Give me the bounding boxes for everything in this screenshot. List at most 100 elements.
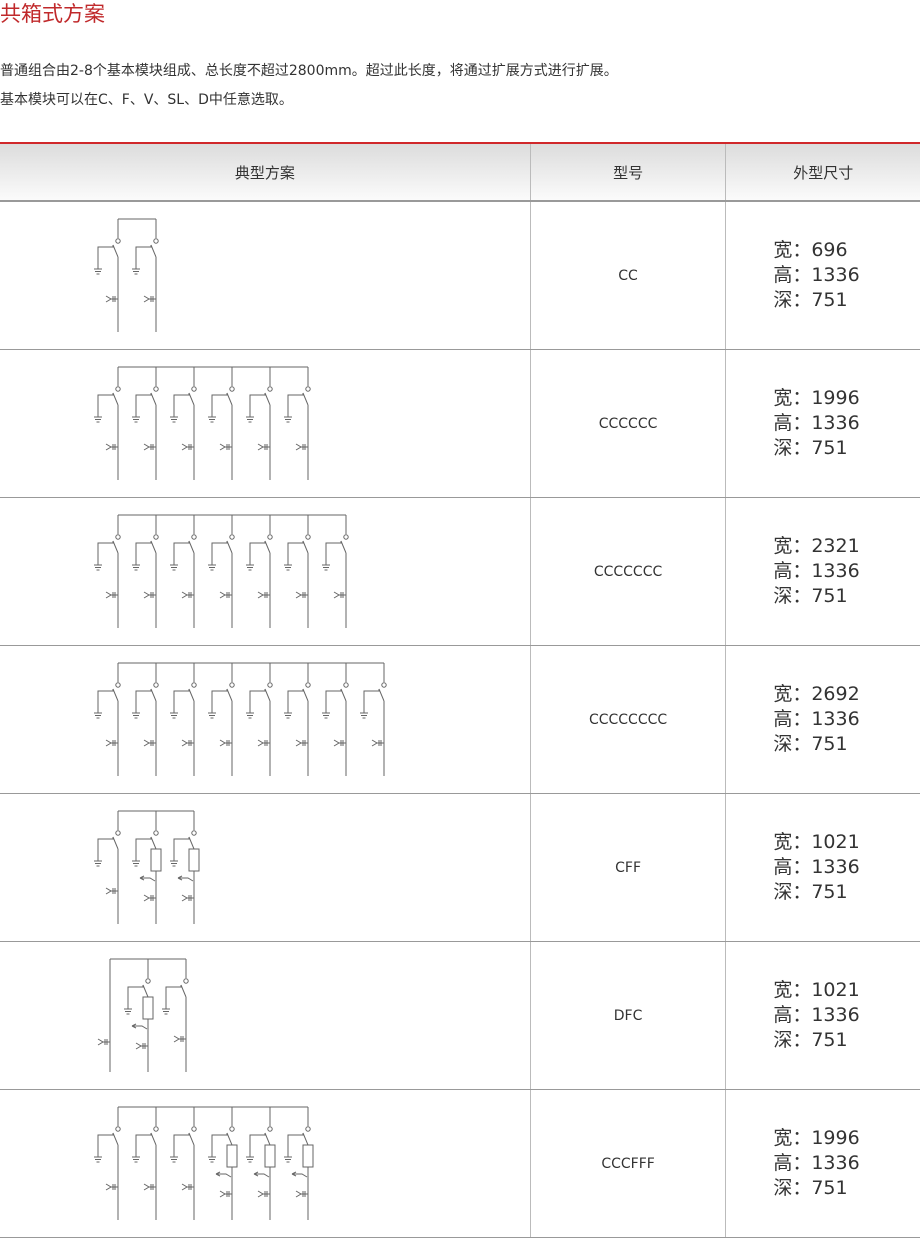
scheme-cell <box>0 942 531 1089</box>
dimensions-cell: 宽：2321 高：1336 深：751 <box>726 498 920 645</box>
cable-terminal-icon <box>295 1190 308 1198</box>
scheme-table: 典型方案 型号 外型尺寸 CC 宽：696 高：1336 深：751 CCCCCC 宽：1… <box>0 142 920 1238</box>
cable-terminal-icon <box>105 1183 118 1191</box>
dimensions-cell: 宽：1996 高：1336 深：751 <box>726 350 920 497</box>
earth-arrow-icon <box>215 1171 232 1178</box>
cable-terminal-icon <box>295 591 308 599</box>
dimension-depth: 深：751 <box>773 1176 920 1201</box>
ground-icon <box>246 1156 254 1163</box>
dimension-value: 1996 <box>811 1127 860 1149</box>
earth-switch <box>173 1133 190 1157</box>
switch-contact <box>153 238 159 244</box>
ground-icon <box>246 712 254 719</box>
switch-contact <box>115 386 121 392</box>
header-model: 型号 <box>531 144 727 200</box>
single-line-diagram <box>94 1106 314 1220</box>
earth-switch <box>211 689 228 713</box>
earth-switch <box>97 393 114 417</box>
ground-icon <box>132 564 140 571</box>
dimension-value: 1336 <box>811 264 860 286</box>
cable-terminal-icon <box>295 443 308 451</box>
scheme-cell <box>0 202 531 349</box>
single-line-diagram <box>94 810 200 924</box>
load-switch-blade <box>150 688 157 702</box>
cable-terminal-icon <box>143 739 156 747</box>
dimension-label: 宽： <box>773 535 812 557</box>
cable-terminal-icon <box>181 894 194 902</box>
switch-contact <box>115 682 121 688</box>
cable-terminal-icon <box>333 739 346 747</box>
cable-terminal-icon <box>371 739 384 747</box>
switch-contact <box>229 386 235 392</box>
switch-contact <box>229 1126 235 1132</box>
switch-contact <box>153 1126 159 1132</box>
model-cell: CCCCCCC <box>531 498 727 645</box>
ground-icon <box>284 564 292 571</box>
table-row: CCCFFF 宽：1996 高：1336 深：751 <box>0 1090 920 1238</box>
table-row: CCCCCC 宽：1996 高：1336 深：751 <box>0 350 920 498</box>
cable-terminal-icon <box>181 739 194 747</box>
switch-contact <box>153 386 159 392</box>
ground-icon <box>132 1156 140 1163</box>
ground-icon <box>284 712 292 719</box>
dimension-value: 1336 <box>811 708 860 730</box>
single-line-diagram <box>94 662 387 776</box>
switch-contact <box>153 534 159 540</box>
load-switch-blade <box>226 688 233 702</box>
switch-contact <box>191 534 197 540</box>
earth-switch <box>287 1133 304 1157</box>
switch-contact <box>343 534 349 540</box>
ground-icon <box>94 860 102 867</box>
earth-switch <box>135 1133 152 1157</box>
scheme-cell <box>0 1090 531 1237</box>
earth-switch <box>97 689 114 713</box>
single-line-diagram <box>94 514 349 628</box>
ground-icon <box>170 860 178 867</box>
single-line-diagram <box>94 218 159 332</box>
earth-switch <box>97 541 114 565</box>
load-switch-blade <box>142 984 149 998</box>
model-cell: CCCCCC <box>531 350 727 497</box>
load-switch-blade <box>264 392 271 406</box>
earth-switch <box>211 541 228 565</box>
cable-terminal-icon <box>143 894 156 902</box>
ground-icon <box>132 712 140 719</box>
ground-icon <box>94 712 102 719</box>
dimension-depth: 深：751 <box>773 436 920 461</box>
cable-terminal-icon <box>105 443 118 451</box>
dimension-width: 宽：2321 <box>773 534 920 559</box>
ground-icon <box>208 416 216 423</box>
load-switch-blade <box>150 244 157 258</box>
earth-switch <box>173 689 190 713</box>
switch-contact <box>153 830 159 836</box>
ground-icon <box>208 564 216 571</box>
dimension-label: 高： <box>773 1004 812 1026</box>
table-row: CCCCCCC 宽：2321 高：1336 深：751 <box>0 498 920 646</box>
earth-arrow-icon <box>177 875 194 882</box>
cable-terminal-icon <box>295 739 308 747</box>
earth-switch <box>287 541 304 565</box>
single-line-diagram <box>97 958 189 1072</box>
ground-icon <box>94 564 102 571</box>
dimension-width: 宽：1996 <box>773 1126 920 1151</box>
earth-switch <box>211 393 228 417</box>
load-switch-blade <box>302 1132 309 1146</box>
cable-terminal-icon <box>143 1183 156 1191</box>
dimension-depth: 深：751 <box>773 732 920 757</box>
dimension-height: 高：1336 <box>773 411 920 436</box>
dimension-value: 2692 <box>811 683 860 705</box>
cable-terminal-icon <box>219 443 232 451</box>
switch-contact <box>229 682 235 688</box>
earth-switch <box>135 245 152 269</box>
dimension-label: 高： <box>773 264 812 286</box>
switch-contact <box>229 534 235 540</box>
load-switch-blade <box>188 1132 195 1146</box>
dimension-value: 1021 <box>811 979 860 1001</box>
cable-terminal-icon <box>257 1190 270 1198</box>
cable-terminal-icon <box>219 739 232 747</box>
switch-contact <box>191 682 197 688</box>
ground-icon <box>246 564 254 571</box>
dimension-label: 宽： <box>773 239 812 261</box>
table-row: CFF 宽：1021 高：1336 深：751 <box>0 794 920 942</box>
load-switch-blade <box>112 244 119 258</box>
